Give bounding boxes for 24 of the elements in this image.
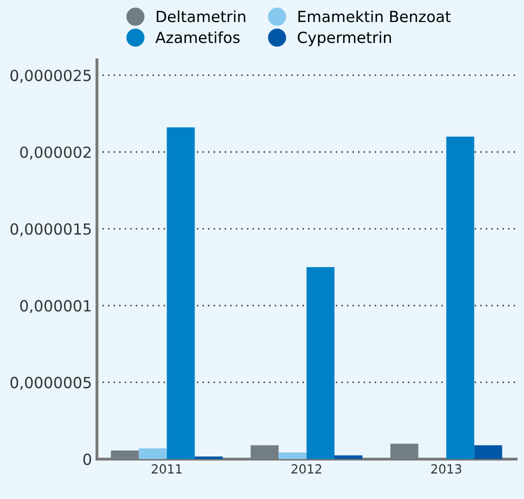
bar — [474, 445, 502, 460]
bar — [334, 455, 362, 460]
bar — [306, 267, 334, 460]
y-tick-label: 0,000002 — [20, 146, 91, 160]
y-tick-label: 0,0000025 — [10, 70, 91, 83]
y-tick-label: 0,000001 — [20, 300, 91, 314]
legend-label: Cypermetrin — [298, 31, 391, 46]
y-tick-label: 0 — [83, 454, 92, 466]
y-tick-label: 0,0000015 — [10, 223, 91, 236]
x-tick-label: 2013 — [431, 464, 462, 474]
bar — [278, 452, 307, 460]
legend-label: Emamektin Benzoat — [298, 10, 451, 22]
x-tick-label: 2011 — [152, 464, 182, 474]
x-tick-label: 2012 — [292, 464, 322, 474]
bar — [194, 456, 223, 460]
legend-label: Azametifos — [155, 31, 240, 44]
bar — [110, 450, 139, 460]
bar — [250, 445, 279, 460]
legend-label: Deltametrin — [156, 10, 246, 22]
bar — [166, 127, 195, 460]
bar — [446, 136, 474, 460]
bar — [138, 448, 167, 460]
bar — [390, 444, 418, 460]
y-tick-label: 0,0000005 — [10, 376, 91, 390]
